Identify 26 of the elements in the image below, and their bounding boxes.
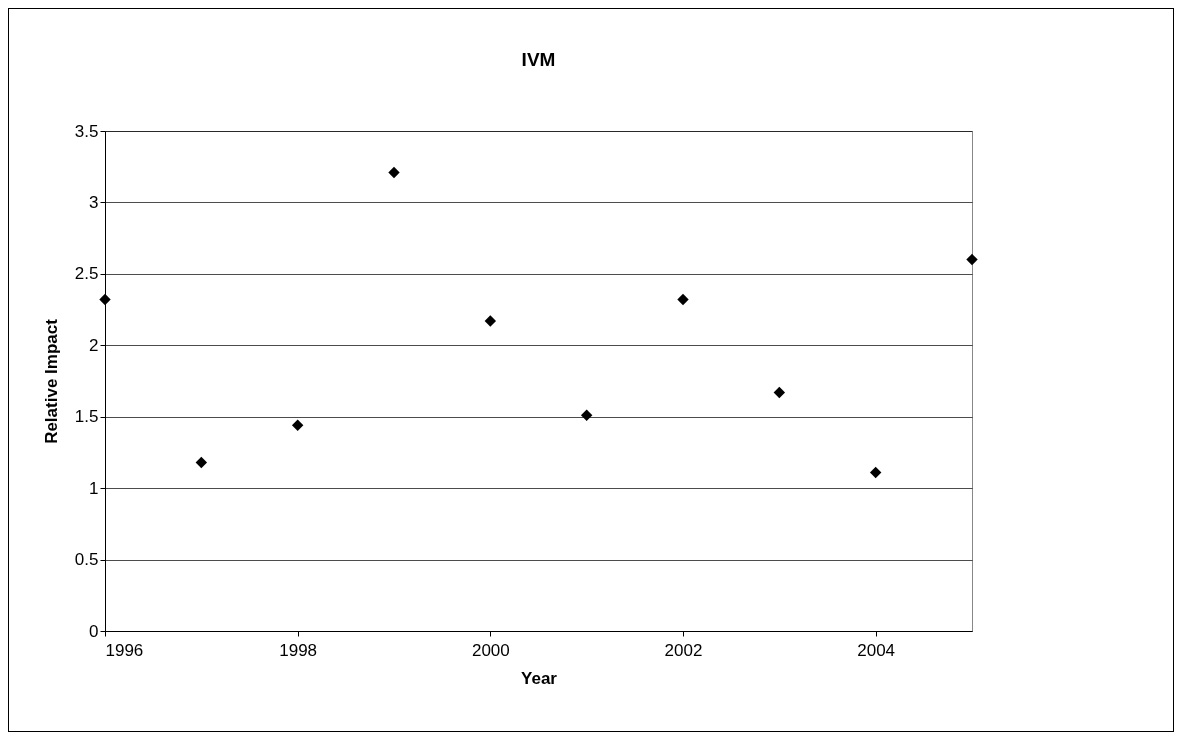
point [291, 419, 304, 431]
y-tick-label: 0 [89, 621, 99, 641]
point [580, 409, 593, 421]
x-tick-label: 2000 [471, 640, 510, 660]
y-tick-label: 2 [89, 335, 99, 355]
point [484, 315, 497, 327]
point [966, 253, 978, 266]
point [388, 166, 400, 179]
x-axis-title: Year [521, 668, 558, 688]
y-tick-label: 0.5 [74, 550, 99, 570]
point [99, 293, 111, 306]
x-tick-label: 2002 [664, 640, 703, 660]
y-axis-title: Relative Impact [41, 318, 61, 444]
point [773, 386, 786, 399]
chart-title: IVM [521, 49, 556, 70]
point [677, 293, 689, 306]
x-tick-label: 2004 [857, 640, 896, 660]
y-tick-label: 1 [89, 478, 99, 498]
x-tick-label: 1996 [105, 640, 144, 660]
y-tick-label: 2.5 [74, 264, 99, 284]
y-tick-label: 3 [89, 192, 99, 212]
point [869, 466, 882, 479]
point [195, 456, 208, 469]
y-tick-label: 1.5 [74, 407, 99, 427]
y-tick-label: 3.5 [74, 121, 99, 141]
x-tick-label: 1998 [279, 640, 318, 660]
